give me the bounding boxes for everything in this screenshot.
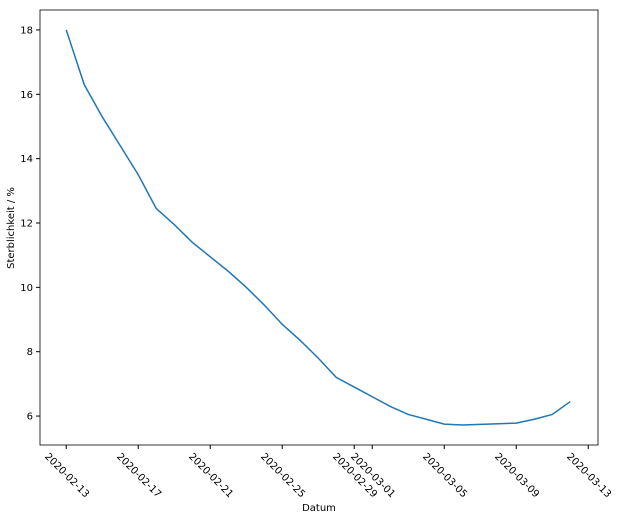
x-axis-label: Datum xyxy=(302,503,336,514)
y-tick-label: 8 xyxy=(27,347,33,358)
x-tick-label: 2020-02-25 xyxy=(258,451,307,500)
axes-frame xyxy=(39,9,599,446)
x-tick-label: 2020-03-09 xyxy=(492,451,541,500)
x-tick-label: 2020-02-17 xyxy=(114,451,163,500)
x-tick-label: 2020-03-05 xyxy=(420,451,469,500)
x-tick-label: 2020-03-13 xyxy=(564,451,613,500)
x-tick-label: 2020-02-13 xyxy=(42,451,91,500)
y-tick-label: 6 xyxy=(27,412,33,423)
y-tick-label: 10 xyxy=(20,283,33,294)
y-axis-label: Sterblichkeit / % xyxy=(6,187,17,269)
y-tick-label: 18 xyxy=(20,25,33,36)
x-tick-label: 2020-02-21 xyxy=(186,451,235,500)
line xyxy=(65,29,571,426)
y-tick-label: 16 xyxy=(20,90,33,101)
y-tick-label: 12 xyxy=(20,218,33,229)
y-tick-label: 14 xyxy=(20,154,33,165)
